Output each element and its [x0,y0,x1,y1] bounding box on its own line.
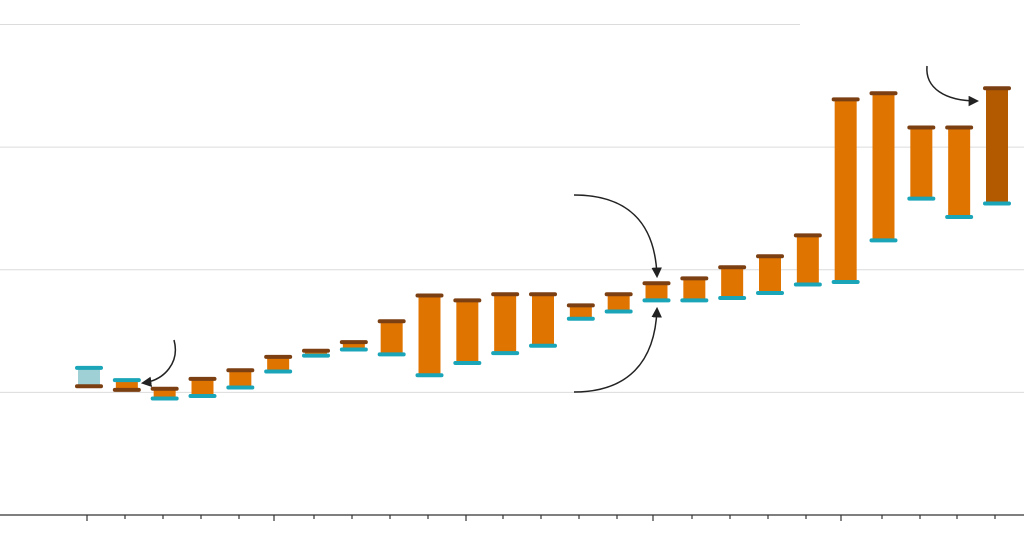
end-cap [680,276,709,281]
start-cap [415,373,444,378]
bar [683,278,706,301]
start-cap [339,347,368,352]
start-cap [793,282,822,287]
bar [532,294,554,346]
end-cap [756,254,784,259]
bar [721,267,744,298]
start-cap [302,353,330,358]
start-cap [983,201,1011,206]
bar [796,235,819,285]
start-cap [869,238,898,243]
x-axis [0,514,1024,521]
end-cap [264,354,293,359]
bar [267,356,290,372]
start-cap [264,369,293,374]
end-cap [604,292,633,297]
bar [78,367,100,387]
end-cap [415,293,444,298]
start-cap [75,365,103,370]
start-cap [907,196,936,201]
bar [115,380,138,390]
end-cap [983,86,1011,91]
start-cap [491,351,520,356]
start-cap [377,352,406,357]
start-cap [529,343,557,348]
end-cap [150,386,179,391]
bar [418,295,441,376]
start-cap [680,298,709,303]
start-cap [453,360,482,365]
bar [569,305,592,319]
bar [872,93,895,241]
bar [986,88,1008,204]
end-cap [453,298,482,303]
bar [380,321,403,355]
bar [834,99,857,283]
start-cap [945,215,974,220]
end-cap [226,368,255,373]
end-cap [75,384,103,389]
end-cap [945,125,974,130]
end-cap [302,348,330,353]
end-cap [112,387,141,392]
end-cap [718,265,747,270]
bar [229,370,252,388]
end-cap [831,97,860,102]
end-cap [339,340,368,345]
bar [494,294,517,354]
end-cap [869,91,898,96]
start-cap [831,280,860,285]
start-cap [718,295,747,300]
bar [948,127,971,218]
bar [645,283,668,301]
start-cap [566,316,595,321]
start-cap [642,298,671,303]
end-cap [529,292,557,297]
start-cap [604,309,633,314]
bar [305,350,327,356]
bar [759,256,781,294]
start-cap [756,291,784,296]
end-cap [793,233,822,238]
start-cap [150,396,179,401]
end-cap [642,281,671,286]
bar [191,378,214,397]
start-cap [226,385,255,390]
bar [910,127,933,199]
bar [342,342,365,350]
start-cap [112,378,141,383]
end-cap [491,292,520,297]
end-cap [907,125,936,130]
start-cap [188,394,217,399]
annotation-arrows [140,65,980,393]
end-cap [377,319,406,324]
end-cap [188,376,217,381]
end-cap [566,303,595,308]
bar [607,294,630,312]
bar [456,300,479,363]
bar [153,388,176,399]
